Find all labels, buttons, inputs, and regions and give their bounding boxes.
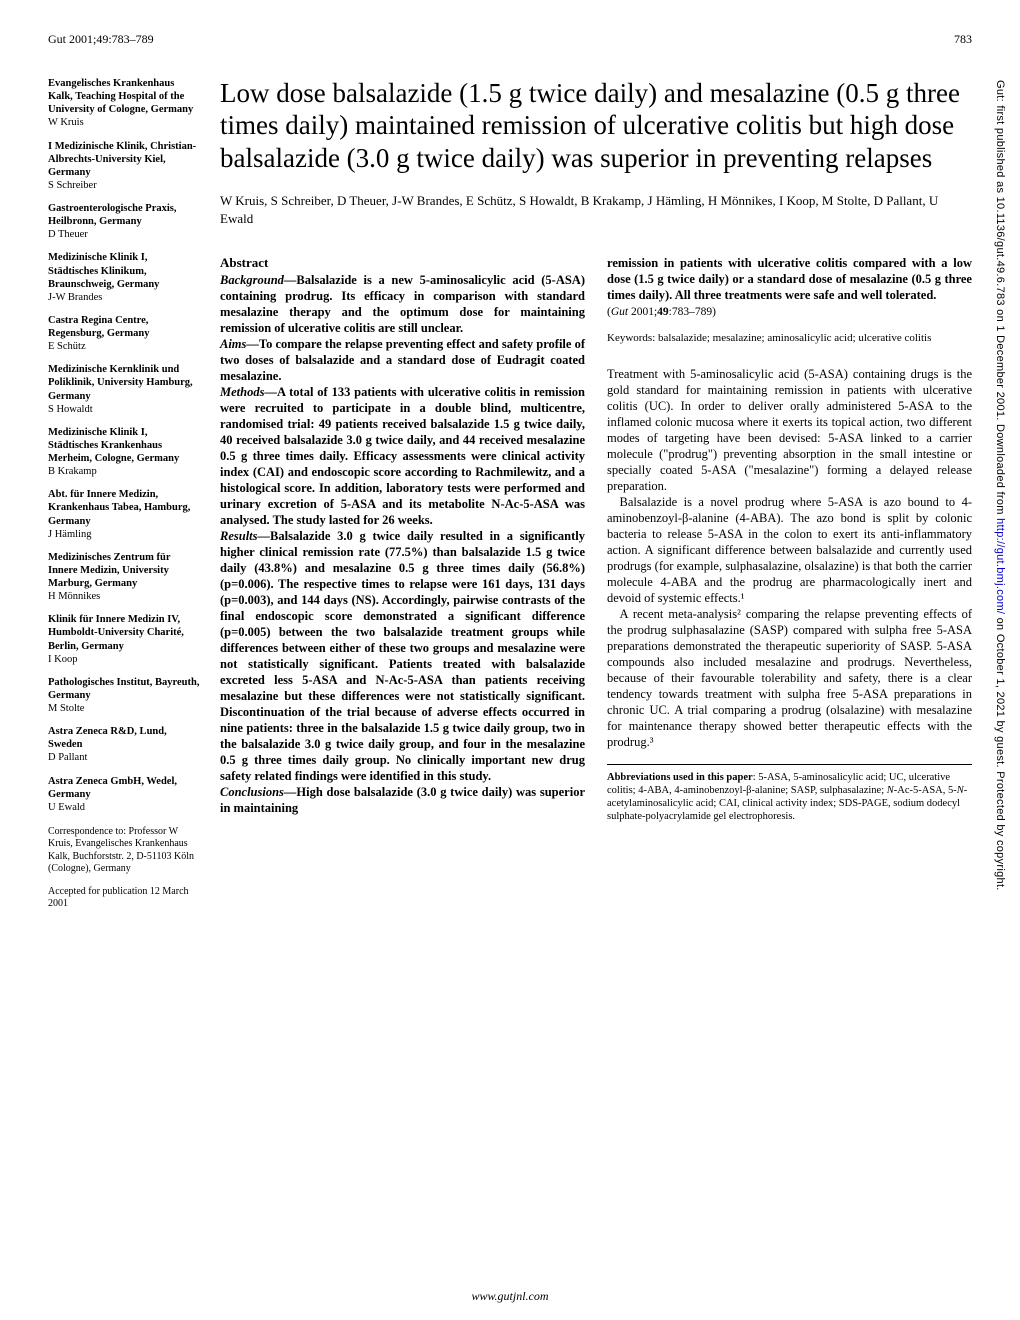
affiliation-name: U Ewald: [48, 801, 200, 814]
abstract-heading: Abstract: [220, 255, 585, 272]
affiliation-place: Evangelisches Krankenhaus Kalk, Teaching…: [48, 77, 200, 116]
authors-list: W Kruis, S Schreiber, D Theuer, J-W Bran…: [220, 192, 972, 227]
body-text: Treatment with 5-aminosalicylic acid (5-…: [607, 366, 972, 750]
abstract-label: Results—: [220, 529, 270, 543]
affiliation: Castra Regina Centre, Regensburg, German…: [48, 314, 200, 353]
journal-reference: Gut 2001;49:783–789: [48, 32, 154, 47]
source-link[interactable]: http://gut.bmj.com/: [994, 518, 1006, 614]
affiliation-place: Castra Regina Centre, Regensburg, German…: [48, 314, 200, 340]
affiliation: Pathologisches Institut, Bayreuth, Germa…: [48, 676, 200, 715]
footer-url: www.gutjnl.com: [0, 1289, 1020, 1304]
page-number: 783: [954, 32, 972, 47]
affiliation-name: D Pallant: [48, 751, 200, 764]
accepted-date: Accepted for publication 12 March 2001: [48, 886, 200, 911]
abstract-label: Aims—: [220, 337, 259, 351]
affiliation-name: W Kruis: [48, 116, 200, 129]
affiliation: Gastroenterologische Praxis, Heilbronn, …: [48, 202, 200, 241]
correspondence: Correspondence to: Professor W Kruis, Ev…: [48, 826, 200, 876]
affiliation-name: D Theuer: [48, 228, 200, 241]
abbreviations-box: Abbreviations used in this paper: 5-ASA,…: [607, 764, 972, 824]
affiliation-name: E Schütz: [48, 340, 200, 353]
article-body: Low dose balsalazide (1.5 g twice daily)…: [220, 77, 972, 911]
affiliation: Abt. für Innere Medizin, Krankenhaus Tab…: [48, 488, 200, 541]
body-paragraph: A recent meta-analysis² comparing the re…: [607, 606, 972, 750]
citation: (Gut 2001;49:783–789): [607, 305, 972, 320]
affiliation: Astra Zeneca R&D, Lund, SwedenD Pallant: [48, 725, 200, 764]
abstract-methods: Methods—A total of 133 patients with ulc…: [220, 384, 585, 528]
affiliation-name: S Howaldt: [48, 403, 200, 416]
affiliation: Medizinisches Zentrum für Innere Medizin…: [48, 551, 200, 604]
abstract-label: Background—: [220, 273, 296, 287]
affiliation-place: Abt. für Innere Medizin, Krankenhaus Tab…: [48, 488, 200, 527]
affiliation-name: M Stolte: [48, 702, 200, 715]
affiliation-place: Medizinische Kernklinik und Poliklinik, …: [48, 363, 200, 402]
abstract-aims: Aims—To compare the relapse preventing e…: [220, 336, 585, 384]
abstract-label: Conclusions—: [220, 785, 296, 799]
abstract-background: Background—Balsalazide is a new 5-aminos…: [220, 272, 585, 336]
affiliation: Medizinische Klinik I, Städtisches Klini…: [48, 251, 200, 304]
affiliation: I Medizinische Klinik, Christian-Albrech…: [48, 140, 200, 193]
main-content: Evangelisches Krankenhaus Kalk, Teaching…: [48, 77, 972, 911]
affiliation: Medizinische Klinik I, Städtisches Krank…: [48, 426, 200, 479]
header: Gut 2001;49:783–789 783: [48, 32, 972, 47]
affiliation-name: J-W Brandes: [48, 291, 200, 304]
affiliation-place: Klinik für Innere Medizin IV, Humboldt-U…: [48, 613, 200, 652]
affiliation-place: Gastroenterologische Praxis, Heilbronn, …: [48, 202, 200, 228]
affiliation-name: B Krakamp: [48, 465, 200, 478]
affiliation-name: H Mönnikes: [48, 590, 200, 603]
affiliation-place: Medizinische Klinik I, Städtisches Klini…: [48, 251, 200, 290]
affiliation-place: Astra Zeneca R&D, Lund, Sweden: [48, 725, 200, 751]
body-paragraph: Treatment with 5-aminosalicylic acid (5-…: [607, 366, 972, 494]
abstract-results: Results—Balsalazide 3.0 g twice daily re…: [220, 528, 585, 784]
column-left: Abstract Background—Balsalazide is a new…: [220, 255, 585, 823]
affiliation-place: Medizinische Klinik I, Städtisches Krank…: [48, 426, 200, 465]
affiliation-place: Astra Zeneca GmbH, Wedel, Germany: [48, 775, 200, 801]
affiliation-place: Pathologisches Institut, Bayreuth, Germa…: [48, 676, 200, 702]
abstract-conclusions: Conclusions—High dose balsalazide (3.0 g…: [220, 784, 585, 816]
affiliation-name: I Koop: [48, 653, 200, 666]
keywords: Keywords: balsalazide; mesalazine; amino…: [607, 332, 972, 346]
affiliation: Medizinische Kernklinik und Poliklinik, …: [48, 363, 200, 416]
affiliation-place: Medizinisches Zentrum für Innere Medizin…: [48, 551, 200, 590]
affiliation-name: S Schreiber: [48, 179, 200, 192]
body-paragraph: Balsalazide is a novel prodrug where 5-A…: [607, 494, 972, 606]
affiliation-place: I Medizinische Klinik, Christian-Albrech…: [48, 140, 200, 179]
affiliation: Klinik für Innere Medizin IV, Humboldt-U…: [48, 613, 200, 666]
side-copyright-text: Gut: first published as 10.1136/gut.49.6…: [994, 80, 1006, 1230]
affiliation-name: J Hämling: [48, 528, 200, 541]
text-columns: Abstract Background—Balsalazide is a new…: [220, 255, 972, 823]
affiliation: Astra Zeneca GmbH, Wedel, GermanyU Ewald: [48, 775, 200, 814]
abstract-label: Methods—: [220, 385, 277, 399]
article-title: Low dose balsalazide (1.5 g twice daily)…: [220, 77, 972, 174]
column-right: remission in patients with ulcerative co…: [607, 255, 972, 823]
affiliation: Evangelisches Krankenhaus Kalk, Teaching…: [48, 77, 200, 130]
affiliations-column: Evangelisches Krankenhaus Kalk, Teaching…: [48, 77, 200, 911]
abstract-conclusions-cont: remission in patients with ulcerative co…: [607, 255, 972, 303]
